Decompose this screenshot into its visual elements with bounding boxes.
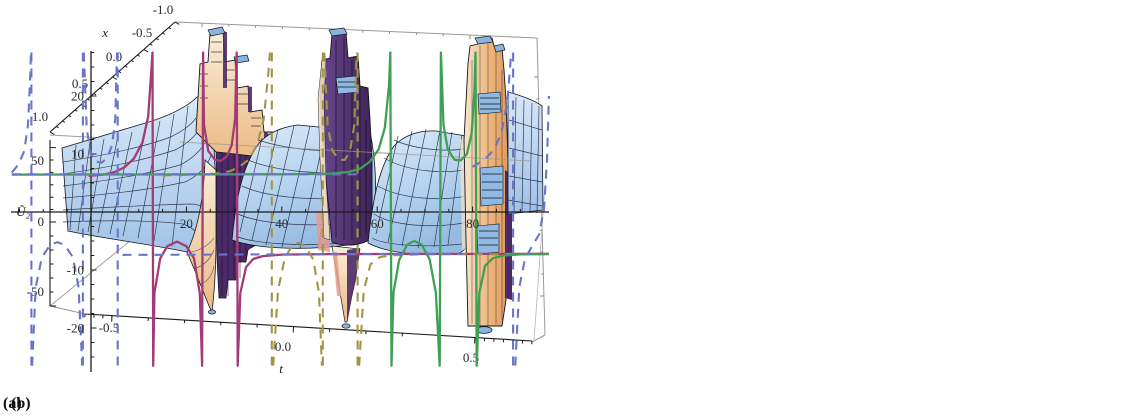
x-tick-label: 0.5 [72,76,88,91]
z-tick-label: 50 [31,153,44,168]
line-plot-panel: 20 40 60 80 20 10 -10 -20 (b) [10,51,550,412]
solution-3-green-solid-curve [11,51,549,367]
solution-4-blue-dashed-curve [122,252,464,256]
panel-b-tag: (b) [11,395,31,412]
solution-4-blue-dashed-curve [472,52,513,168]
panel-a-tag: (a) [3,395,22,412]
x-axis-tick [137,54,141,57]
x-axis-tick [131,60,134,63]
x-tick-label: 20 [180,216,193,231]
x-axis-tick [118,71,122,74]
x-axis-tick [124,65,128,68]
x-axis-tick [149,43,153,46]
axes-2d [11,51,549,372]
solution-2-olive-dashed-curve [358,253,549,366]
x-tick-label: 60 [371,216,384,231]
x-axis-tick [106,82,109,85]
x-axis-tick [93,93,97,96]
x-axis-tick [112,76,118,80]
x-axis-tick [56,126,59,129]
x-axis-tick [99,87,103,90]
x-axis-tick [62,120,66,123]
box-front-top-edge [179,141,531,162]
x-tick-label: 80 [466,216,479,231]
t-tick-label: 0.5 [463,350,479,365]
solution-4-blue-dashed-curve [514,95,550,366]
clip-cap-bottom-2 [341,323,351,329]
tick-labels-2d: 20 40 60 80 20 10 -10 -20 [67,89,479,336]
x-axis-tick [162,32,166,35]
x-tick-label: -1.0 [153,2,174,17]
x-axis-tick [74,109,78,112]
x-axis-tick [168,27,172,30]
solution-4-blue-dashed-curve [10,52,32,174]
x-axis-tick [68,115,72,118]
t-axis-tick-labels: -0.5 0.0 0.5 t [99,320,479,376]
x-axis-tick [174,21,180,25]
x-axis-label: x [101,25,108,40]
y-tick-label: -20 [67,321,84,336]
x-axis-tick [87,98,91,101]
y-tick-label: 10 [71,147,84,162]
t-axis-label: t [279,361,283,376]
x-tick-label: 1.0 [32,109,48,124]
y-tick-label: 20 [71,89,84,104]
x-axis-tick [156,38,159,41]
x-axis-tick [49,131,55,135]
z-axis-tick-labels: 50 0 -50 Ũ₂ [16,153,44,299]
solution-1-magenta-solid-curve [88,51,549,367]
t-tick-label: -0.5 [99,320,120,335]
solution-4-blue-dashed-curve [31,241,84,366]
solution-2-olive-dashed-curve [323,52,358,161]
y-tick-label: -10 [67,263,84,278]
clip-cap-top-2 [328,27,348,37]
clip-cap-top-1a [207,26,226,37]
axis-ticks-3d [49,21,533,345]
solution-4-blue-dashed-curve [82,52,119,164]
z-tick-label: 0 [38,214,45,229]
x-tick-label: -0.5 [132,25,153,40]
t-axis-edge [84,313,533,342]
t-tick-label: 0.0 [275,339,291,354]
clip-cap-bottom-1 [208,309,216,315]
x-tick-label: 40 [275,216,288,231]
solution-2-olive-dashed-curve [272,241,323,366]
x-axis-tick [143,49,149,53]
solution-2-olive-dashed-curve [162,52,271,177]
surface-plot-panel: -1.0 -0.5 0.0 0.5 1.0 x 50 0 -50 Ũ₂ -0.5… [3,2,546,412]
curves-group [10,51,550,367]
surface-right-sliver [507,91,544,215]
clip-cap-top-3 [474,35,506,53]
